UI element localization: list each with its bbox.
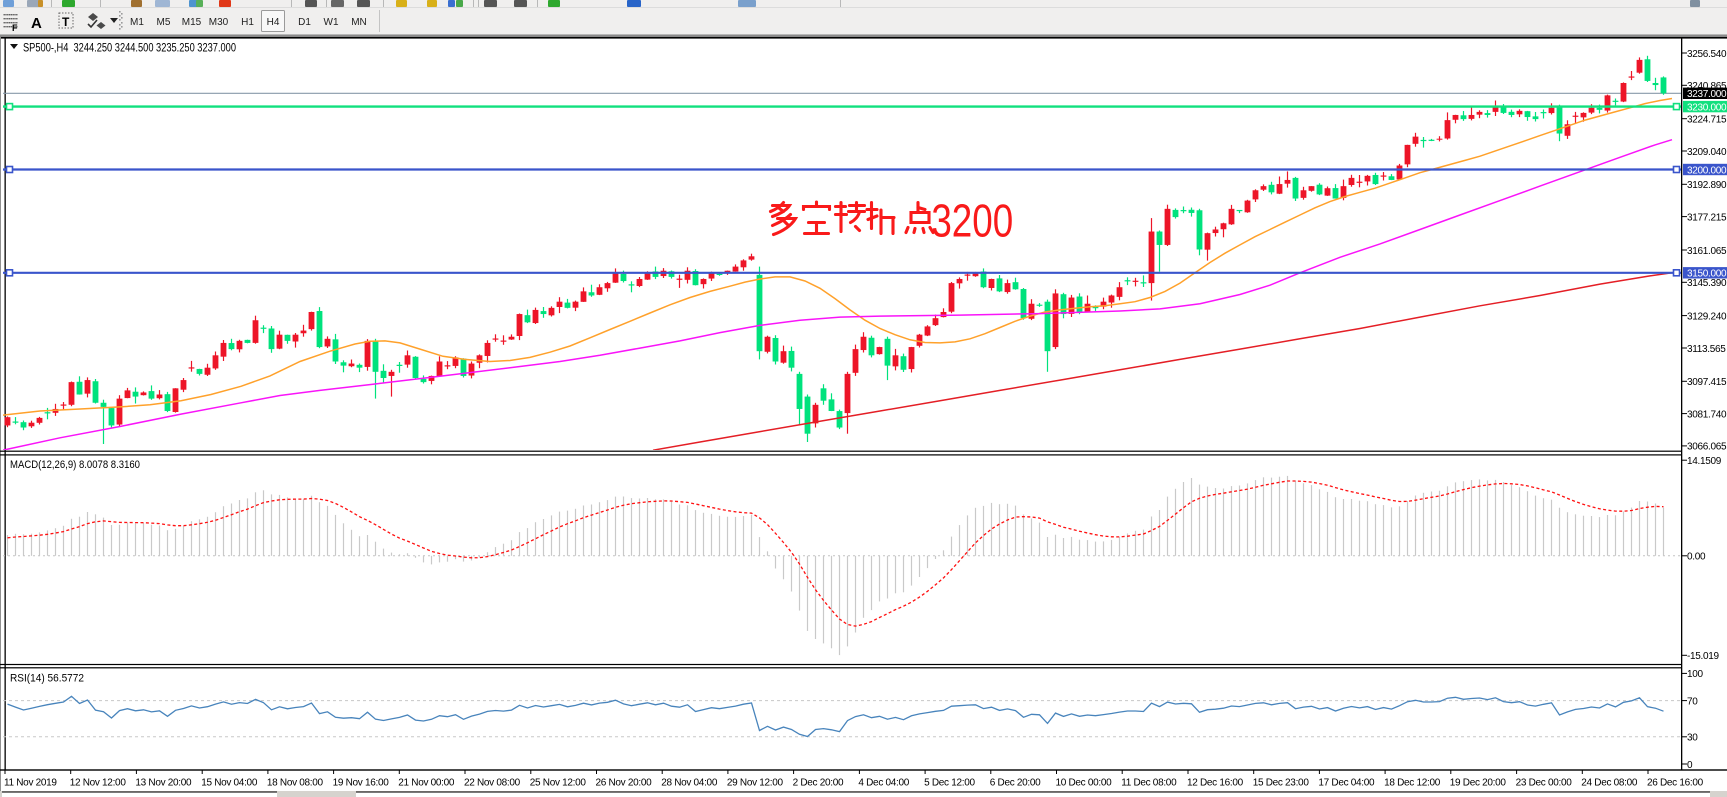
svg-text:3113.565: 3113.565 — [1687, 344, 1726, 355]
svg-text:D1: D1 — [298, 17, 311, 28]
svg-text:10 Dec 00:00: 10 Dec 00:00 — [1056, 778, 1113, 789]
svg-text:3230.000: 3230.000 — [1687, 102, 1727, 113]
svg-text:3237.000: 3237.000 — [1687, 89, 1727, 100]
svg-text:3224.715: 3224.715 — [1687, 115, 1727, 126]
svg-text:13 Nov 20:00: 13 Nov 20:00 — [135, 778, 192, 789]
svg-text:RSI(14) 56.5772: RSI(14) 56.5772 — [10, 673, 84, 685]
svg-text:6 Dec 20:00: 6 Dec 20:00 — [990, 778, 1041, 789]
svg-text:3240.865: 3240.865 — [1687, 81, 1727, 92]
svg-text:23 Dec 00:00: 23 Dec 00:00 — [1516, 778, 1573, 789]
svg-text:3256.540: 3256.540 — [1687, 49, 1727, 60]
svg-text:100: 100 — [1687, 669, 1704, 680]
svg-text:3209.040: 3209.040 — [1687, 147, 1727, 158]
svg-text:F: F — [12, 23, 18, 33]
svg-text:19 Nov 16:00: 19 Nov 16:00 — [333, 778, 390, 789]
svg-text:3192.890: 3192.890 — [1687, 180, 1727, 191]
svg-text:-15.019: -15.019 — [1687, 651, 1720, 662]
svg-text:M30: M30 — [209, 17, 229, 28]
svg-text:18 Dec 12:00: 18 Dec 12:00 — [1384, 778, 1441, 789]
svg-text:3161.065: 3161.065 — [1687, 246, 1727, 257]
svg-text:4 Dec 04:00: 4 Dec 04:00 — [858, 778, 909, 789]
svg-text:21 Nov 00:00: 21 Nov 00:00 — [398, 778, 455, 789]
svg-text:24 Dec 08:00: 24 Dec 08:00 — [1581, 778, 1638, 789]
svg-text:MACD(12,26,9) 8.0078 8.3160: MACD(12,26,9) 8.0078 8.3160 — [10, 459, 140, 471]
svg-text:14.1509: 14.1509 — [1687, 456, 1722, 467]
svg-text:70: 70 — [1687, 696, 1698, 707]
svg-text:15 Dec 23:00: 15 Dec 23:00 — [1253, 778, 1310, 789]
svg-text:12 Dec 16:00: 12 Dec 16:00 — [1187, 778, 1244, 789]
svg-text:26 Dec 16:00: 26 Dec 16:00 — [1647, 778, 1704, 789]
svg-text:3177.215: 3177.215 — [1687, 212, 1727, 223]
svg-text:0: 0 — [1687, 760, 1693, 771]
svg-text:T: T — [62, 15, 70, 29]
svg-text:3150.000: 3150.000 — [1687, 269, 1727, 280]
svg-text:29 Nov 12:00: 29 Nov 12:00 — [727, 778, 784, 789]
svg-text:W1: W1 — [324, 17, 339, 28]
svg-text:M15: M15 — [182, 17, 202, 28]
svg-text:MN: MN — [351, 17, 367, 28]
svg-text:19 Dec 20:00: 19 Dec 20:00 — [1450, 778, 1507, 789]
svg-text:25 Nov 12:00: 25 Nov 12:00 — [530, 778, 587, 789]
svg-text:5 Dec 12:00: 5 Dec 12:00 — [924, 778, 975, 789]
svg-text:H4: H4 — [267, 17, 280, 28]
svg-text:3081.740: 3081.740 — [1687, 409, 1727, 420]
svg-text:H1: H1 — [241, 17, 254, 28]
svg-text:3200: 3200 — [931, 195, 1013, 247]
svg-text:30: 30 — [1687, 733, 1698, 744]
svg-text:17 Dec 04:00: 17 Dec 04:00 — [1318, 778, 1375, 789]
svg-text:3145.390: 3145.390 — [1687, 278, 1727, 289]
svg-text:28 Nov 04:00: 28 Nov 04:00 — [661, 778, 718, 789]
svg-text:26 Nov 20:00: 26 Nov 20:00 — [596, 778, 653, 789]
svg-text:2 Dec 20:00: 2 Dec 20:00 — [793, 778, 844, 789]
svg-text:18 Nov 08:00: 18 Nov 08:00 — [267, 778, 324, 789]
svg-text:11 Dec 08:00: 11 Dec 08:00 — [1121, 778, 1177, 789]
svg-text:M5: M5 — [157, 17, 171, 28]
svg-text:0.00: 0.00 — [1687, 552, 1706, 563]
svg-text:22 Nov 08:00: 22 Nov 08:00 — [464, 778, 521, 789]
svg-text:11 Nov 2019: 11 Nov 2019 — [4, 778, 57, 789]
svg-text:3200.000: 3200.000 — [1687, 165, 1727, 176]
svg-text:12 Nov 12:00: 12 Nov 12:00 — [70, 778, 127, 789]
svg-text:3129.240: 3129.240 — [1687, 311, 1727, 322]
svg-text:3097.415: 3097.415 — [1687, 377, 1727, 388]
svg-text:SP500-,H4 3244.250 3244.500 3: SP500-,H4 3244.250 3244.500 3235.250 323… — [23, 41, 236, 55]
svg-text:M1: M1 — [130, 17, 144, 28]
svg-text:15 Nov 04:00: 15 Nov 04:00 — [201, 778, 258, 789]
svg-text:A: A — [31, 15, 42, 32]
svg-text:3066.065: 3066.065 — [1687, 442, 1727, 453]
